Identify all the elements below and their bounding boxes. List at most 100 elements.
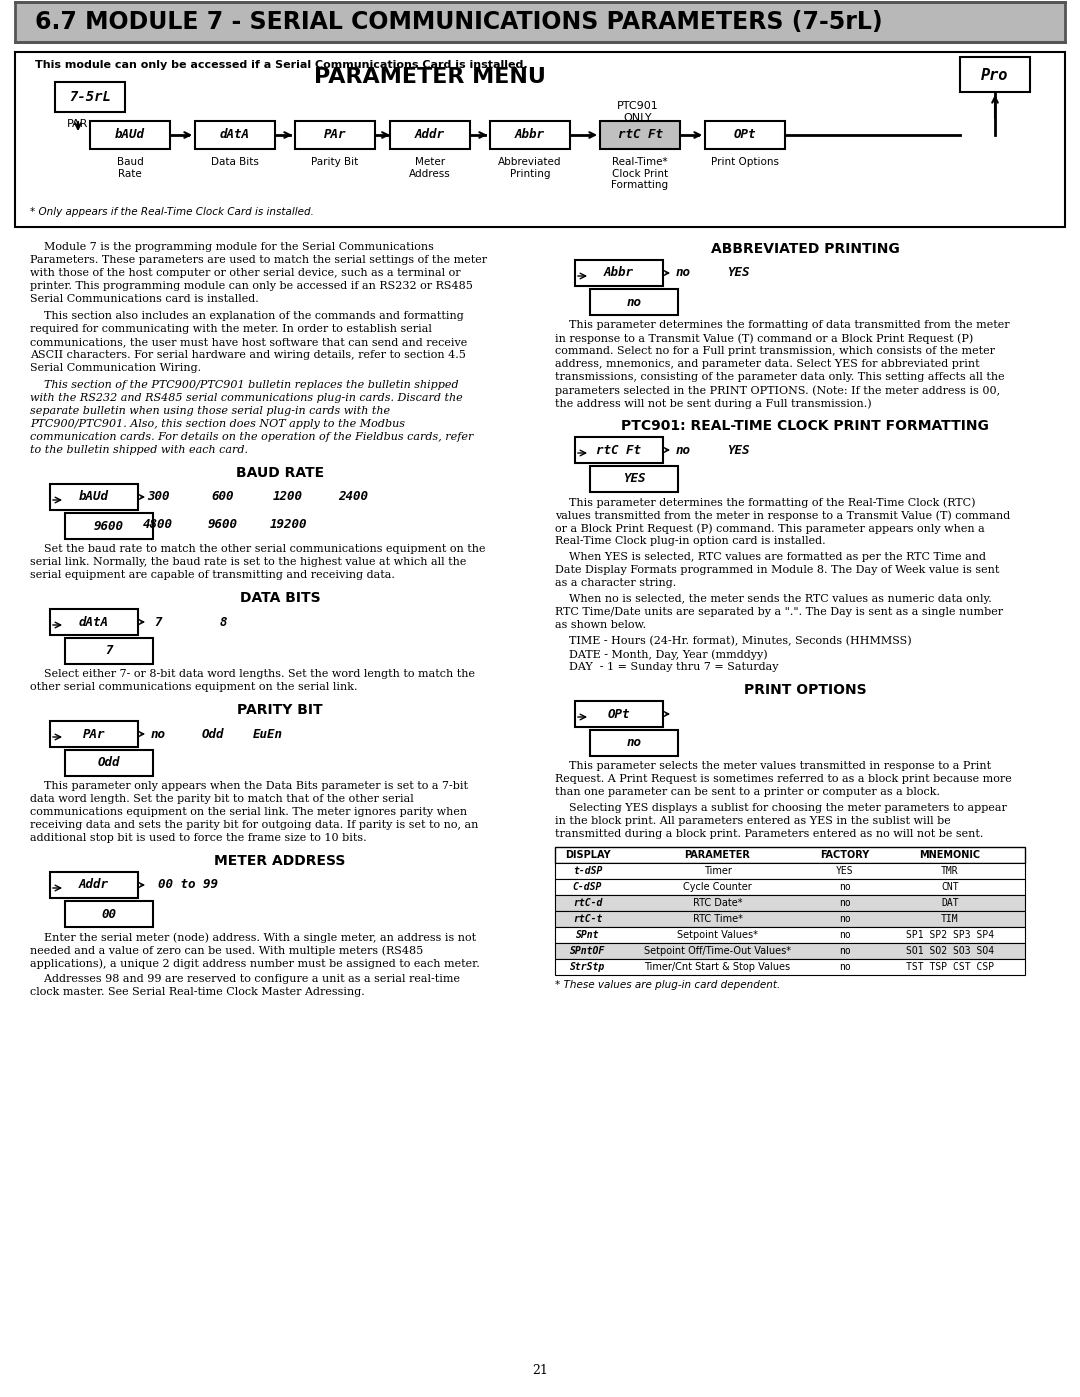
Text: than one parameter can be sent to a printer or computer as a block.: than one parameter can be sent to a prin… — [555, 787, 940, 798]
Text: This section of the PTC900/PTC901 bulletin replaces the bulletin shipped: This section of the PTC900/PTC901 bullet… — [30, 380, 459, 390]
Text: needed and a value of zero can be used. With multiple meters (RS485: needed and a value of zero can be used. … — [30, 944, 423, 956]
Text: with the RS232 and RS485 serial communications plug-in cards. Discard the: with the RS232 and RS485 serial communic… — [30, 393, 462, 402]
Text: PARITY BIT: PARITY BIT — [238, 703, 323, 717]
Text: PARAMETER MENU: PARAMETER MENU — [314, 67, 545, 87]
Text: serial link. Normally, the baud rate is set to the highest value at which all th: serial link. Normally, the baud rate is … — [30, 557, 467, 567]
Text: 9600: 9600 — [208, 518, 238, 531]
Text: This parameter determines the formatting of the Real-Time Clock (RTC): This parameter determines the formatting… — [555, 497, 975, 507]
Text: 00: 00 — [102, 908, 117, 921]
Text: with those of the host computer or other serial device, such as a terminal or: with those of the host computer or other… — [30, 268, 461, 278]
FancyBboxPatch shape — [960, 57, 1030, 92]
Text: 1200: 1200 — [273, 490, 303, 503]
Text: 2400: 2400 — [338, 490, 368, 503]
Text: values transmitted from the meter in response to a Transmit Value (T) command: values transmitted from the meter in res… — [555, 510, 1010, 521]
Text: 19200: 19200 — [269, 518, 307, 531]
Text: 00 to 99: 00 to 99 — [158, 879, 218, 891]
Text: Pro: Pro — [982, 67, 1009, 82]
Text: Setpoint Off/Time-Out Values*: Setpoint Off/Time-Out Values* — [644, 946, 791, 956]
Text: communication cards. For details on the operation of the Fieldbus cards, refer: communication cards. For details on the … — [30, 432, 473, 441]
Text: DISPLAY: DISPLAY — [565, 849, 610, 861]
Text: command. Select no for a Full print transmission, which consists of the meter: command. Select no for a Full print tran… — [555, 346, 995, 356]
Text: as shown below.: as shown below. — [555, 620, 646, 630]
Text: DAY  - 1 = Sunday thru 7 = Saturday: DAY - 1 = Sunday thru 7 = Saturday — [555, 662, 779, 672]
FancyBboxPatch shape — [590, 467, 678, 492]
Text: no: no — [675, 443, 690, 457]
Text: the address will not be sent during a Full transmission.): the address will not be sent during a Fu… — [555, 398, 872, 408]
FancyBboxPatch shape — [90, 122, 170, 149]
Text: * These values are plug-in card dependent.: * These values are plug-in card dependen… — [555, 981, 780, 990]
Text: Data Bits: Data Bits — [211, 156, 259, 168]
Text: additional stop bit is used to force the frame size to 10 bits.: additional stop bit is used to force the… — [30, 833, 366, 842]
Text: 4800: 4800 — [143, 518, 173, 531]
Text: no: no — [839, 882, 851, 893]
Text: in the block print. All parameters entered as YES in the sublist will be: in the block print. All parameters enter… — [555, 816, 950, 826]
FancyBboxPatch shape — [490, 122, 570, 149]
FancyBboxPatch shape — [390, 122, 470, 149]
Text: PAR: PAR — [67, 119, 89, 129]
Text: Addr: Addr — [79, 879, 109, 891]
FancyBboxPatch shape — [50, 721, 138, 747]
Text: YES: YES — [623, 472, 645, 486]
Text: or a Block Print Request (P) command. This parameter appears only when a: or a Block Print Request (P) command. Th… — [555, 522, 985, 534]
Text: TIME - Hours (24-Hr. format), Minutes, Seconds (HHMMSS): TIME - Hours (24-Hr. format), Minutes, S… — [555, 636, 912, 647]
FancyBboxPatch shape — [65, 638, 153, 664]
Text: Setpoint Values*: Setpoint Values* — [677, 930, 758, 940]
Text: transmitted during a block print. Parameters entered as no will not be sent.: transmitted during a block print. Parame… — [555, 828, 984, 840]
FancyBboxPatch shape — [575, 437, 663, 462]
Text: Parity Bit: Parity Bit — [311, 156, 359, 168]
Text: no: no — [839, 914, 851, 923]
Text: SPnt: SPnt — [576, 930, 599, 940]
FancyBboxPatch shape — [555, 895, 1025, 911]
Text: When no is selected, the meter sends the RTC values as numeric data only.: When no is selected, the meter sends the… — [555, 594, 991, 604]
Text: 300: 300 — [147, 490, 170, 503]
Text: Request. A Print Request is sometimes referred to as a block print because more: Request. A Print Request is sometimes re… — [555, 774, 1012, 784]
Text: TMR: TMR — [941, 866, 959, 876]
Text: 9600: 9600 — [94, 520, 124, 532]
Text: PTC901: REAL-TIME CLOCK PRINT FORMATTING: PTC901: REAL-TIME CLOCK PRINT FORMATTING — [621, 419, 989, 433]
Text: dAtA: dAtA — [79, 616, 109, 629]
Text: Serial Communications card is installed.: Serial Communications card is installed. — [30, 293, 259, 305]
FancyBboxPatch shape — [195, 122, 275, 149]
Text: communications equipment on the serial link. The meter ignores parity when: communications equipment on the serial l… — [30, 807, 468, 817]
Text: Real-Time Clock plug-in option card is installed.: Real-Time Clock plug-in option card is i… — [555, 536, 825, 546]
Text: TIM: TIM — [941, 914, 959, 923]
Text: This module can only be accessed if a Serial Communications Card is installed.: This module can only be accessed if a Se… — [35, 60, 528, 70]
Text: 7: 7 — [154, 616, 162, 629]
FancyBboxPatch shape — [555, 958, 1025, 975]
Text: This section also includes an explanation of the commands and formatting: This section also includes an explanatio… — [30, 312, 463, 321]
Text: no: no — [626, 296, 642, 309]
FancyBboxPatch shape — [600, 122, 680, 149]
Text: 7: 7 — [105, 644, 112, 658]
FancyBboxPatch shape — [555, 863, 1025, 879]
Text: separate bulletin when using those serial plug-in cards with the: separate bulletin when using those seria… — [30, 407, 390, 416]
Text: YES: YES — [836, 866, 854, 876]
Text: parameters selected in the PRINT OPTIONS. (Note: If the meter address is 00,: parameters selected in the PRINT OPTIONS… — [555, 386, 1000, 395]
Text: serial equipment are capable of transmitting and receiving data.: serial equipment are capable of transmit… — [30, 570, 395, 580]
Text: Odd: Odd — [202, 728, 225, 740]
Text: 8: 8 — [219, 616, 227, 629]
Text: 7-5rL: 7-5rL — [69, 89, 111, 103]
FancyBboxPatch shape — [50, 483, 138, 510]
Text: SP1 SP2 SP3 SP4: SP1 SP2 SP3 SP4 — [906, 930, 994, 940]
Text: DATE - Month, Day, Year (mmddyy): DATE - Month, Day, Year (mmddyy) — [555, 650, 768, 659]
FancyBboxPatch shape — [15, 1, 1065, 42]
Text: other serial communications equipment on the serial link.: other serial communications equipment on… — [30, 682, 357, 692]
Text: METER ADDRESS: METER ADDRESS — [214, 854, 346, 868]
Text: C-dSP: C-dSP — [572, 882, 603, 893]
FancyBboxPatch shape — [65, 901, 153, 928]
Text: required for communicating with the meter. In order to establish serial: required for communicating with the mete… — [30, 324, 432, 334]
Text: StrStp: StrStp — [570, 963, 605, 972]
Text: RTC Time/Date units are separated by a ".". The Day is sent as a single number: RTC Time/Date units are separated by a "… — [555, 608, 1003, 617]
Text: Enter the serial meter (node) address. With a single meter, an address is not: Enter the serial meter (node) address. W… — [30, 932, 476, 943]
Text: Abbr: Abbr — [515, 129, 545, 141]
Text: Serial Communication Wiring.: Serial Communication Wiring. — [30, 363, 201, 373]
Text: bAUd: bAUd — [79, 490, 109, 503]
Text: EuEn: EuEn — [253, 728, 283, 740]
Text: Print Options: Print Options — [711, 156, 779, 168]
Text: DAT: DAT — [941, 898, 959, 908]
Text: transmissions, consisting of the parameter data only. This setting affects all t: transmissions, consisting of the paramet… — [555, 372, 1004, 381]
Text: dAtA: dAtA — [220, 129, 249, 141]
FancyBboxPatch shape — [65, 513, 153, 539]
Text: Set the baud rate to match the other serial communications equipment on the: Set the baud rate to match the other ser… — [30, 543, 486, 555]
Text: ASCII characters. For serial hardware and wiring details, refer to section 4.5: ASCII characters. For serial hardware an… — [30, 351, 465, 360]
